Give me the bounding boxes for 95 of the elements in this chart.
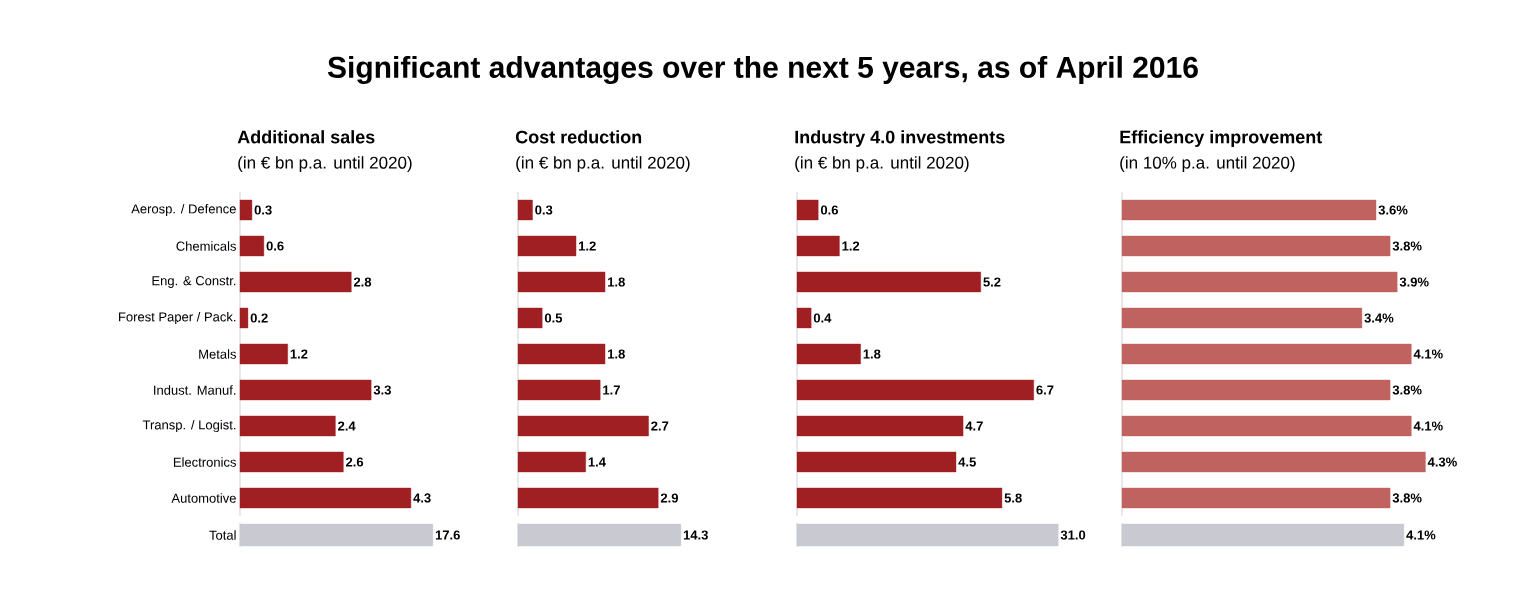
bar xyxy=(1121,415,1412,437)
bar xyxy=(517,415,649,437)
bar xyxy=(239,343,288,365)
bar xyxy=(796,487,1003,509)
bar xyxy=(796,199,819,221)
bar xyxy=(796,379,1034,401)
chart-subtitle: (in € bn p.a. until 2020) xyxy=(238,156,412,173)
bar xyxy=(239,415,336,437)
data-label: 1.2 xyxy=(842,241,860,251)
bar xyxy=(517,307,543,329)
data-label: 0.2 xyxy=(250,313,268,323)
data-label: 4.5 xyxy=(958,457,976,467)
data-label: 14.3 xyxy=(683,530,708,540)
chart-title: Industry 4.0 investments xyxy=(795,130,1005,147)
y-tick-label: Aerosp. / Defence xyxy=(131,203,236,217)
y-tick-label: Eng. & Constr. xyxy=(152,276,236,288)
bar xyxy=(239,235,265,257)
bar xyxy=(1121,235,1391,257)
y-tick-label: Transp. / Logist. xyxy=(142,419,236,433)
y-tick-label: Chemicals xyxy=(176,241,236,251)
chart-subtitle: (in € bn p.a. until 2020) xyxy=(795,156,969,173)
bar xyxy=(239,307,249,329)
data-label: 4.1% xyxy=(1406,530,1436,540)
data-label: 3.8% xyxy=(1392,493,1422,503)
y-tick-label: Forest Paper / Pack. xyxy=(119,311,236,325)
data-label: 1.8 xyxy=(608,349,625,359)
bar xyxy=(796,235,840,257)
data-label: 2.7 xyxy=(651,421,669,431)
bar xyxy=(1121,199,1377,221)
data-label: 1.4 xyxy=(588,457,606,467)
data-label: 17.6 xyxy=(435,530,460,540)
y-tick-label: Metals xyxy=(199,349,236,359)
bar xyxy=(517,235,577,257)
bar xyxy=(517,343,606,365)
data-label: 3.8% xyxy=(1392,241,1422,251)
data-label: 5.8 xyxy=(1004,493,1022,503)
data-label: 4.7 xyxy=(965,421,983,431)
data-label: 4.1% xyxy=(1413,349,1443,359)
y-tick-label: Indust. Manuf. xyxy=(154,385,236,395)
bar xyxy=(517,271,606,293)
y-tick-label: Automotive xyxy=(171,493,236,503)
bar xyxy=(796,271,981,293)
data-label: 0.6 xyxy=(266,241,284,251)
data-label: 0.4 xyxy=(813,313,832,323)
bar xyxy=(239,199,253,221)
bar xyxy=(239,487,412,509)
data-label: 3.9% xyxy=(1399,277,1429,287)
bar xyxy=(1121,451,1426,473)
bar xyxy=(796,307,812,329)
bar xyxy=(1121,379,1391,401)
chart-title: Cost reduction xyxy=(515,130,642,144)
data-label: 0.5 xyxy=(544,313,563,323)
bar xyxy=(796,415,964,437)
data-label: 0.3 xyxy=(535,205,553,215)
text: Significant advantages over the next 5 years, as of April 2016 xyxy=(327,55,1198,85)
bar xyxy=(517,199,533,221)
bar xyxy=(1121,487,1391,509)
bar xyxy=(239,451,344,473)
data-label: 1.7 xyxy=(603,385,620,395)
data-label: 1.2 xyxy=(290,349,308,359)
y-tick-label: Electronics xyxy=(173,457,236,467)
data-label: 1.2 xyxy=(579,241,596,251)
data-label: 2.8 xyxy=(353,277,372,287)
bar xyxy=(517,379,601,401)
chart-subtitle: (in 10% p.a. until 2020) xyxy=(1120,156,1295,173)
bar xyxy=(1121,271,1398,293)
data-label: 3.6% xyxy=(1378,205,1408,215)
data-label: 0.3 xyxy=(254,205,272,215)
data-label: 3.8% xyxy=(1392,385,1422,395)
data-label: 4.1% xyxy=(1413,421,1443,431)
data-label: 1.8 xyxy=(608,277,625,287)
bar xyxy=(517,487,659,509)
chart-subtitle: (in € bn p.a. until 2020) xyxy=(516,156,690,173)
data-label: 0.6 xyxy=(820,205,839,215)
data-label: 5.2 xyxy=(983,277,1001,287)
chart-title: Efficiency improvement xyxy=(1120,130,1323,147)
data-label: 2.9 xyxy=(660,493,678,503)
bar xyxy=(517,451,586,473)
y-tick-label: Total xyxy=(209,530,236,540)
data-label: 2.6 xyxy=(345,457,364,467)
data-label: 31.0 xyxy=(1060,530,1086,540)
data-label: 3.3 xyxy=(373,385,391,395)
bar xyxy=(239,379,372,401)
bar xyxy=(796,343,861,365)
data-label: 4.3% xyxy=(1427,457,1457,467)
data-label: 6.7 xyxy=(1036,385,1054,395)
data-label: 3.4% xyxy=(1364,313,1394,323)
chart-title: Additional sales xyxy=(237,130,375,144)
data-label: 4.3 xyxy=(413,493,431,503)
bar xyxy=(1121,343,1412,365)
bar xyxy=(239,271,352,293)
data-label: 2.4 xyxy=(338,421,356,431)
data-label: 1.8 xyxy=(863,349,881,359)
bar xyxy=(1121,307,1363,329)
bar xyxy=(796,451,957,473)
